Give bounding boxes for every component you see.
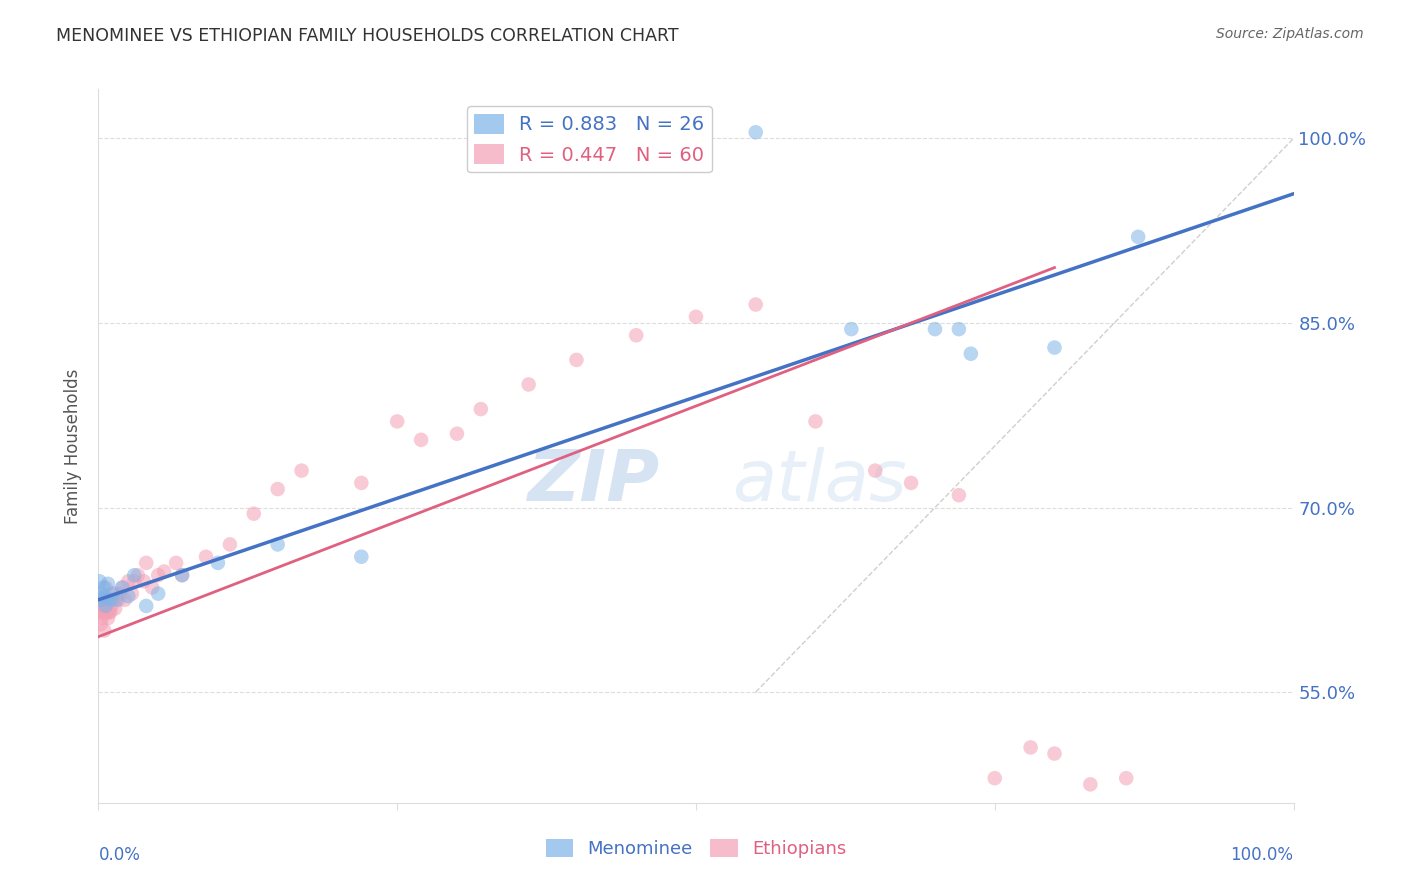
- Point: [745, 297, 768, 311]
- Point: [124, 568, 146, 582]
- Point: [207, 556, 229, 570]
- Point: [243, 507, 266, 521]
- Point: [97, 611, 120, 625]
- Point: [91, 611, 114, 625]
- Point: [93, 605, 115, 619]
- Point: [1043, 341, 1066, 355]
- Point: [91, 581, 114, 595]
- Point: [1080, 777, 1102, 791]
- Point: [90, 617, 112, 632]
- Point: [446, 426, 468, 441]
- Point: [1115, 771, 1137, 785]
- Point: [91, 592, 114, 607]
- Point: [111, 581, 134, 595]
- Point: [91, 592, 114, 607]
- Point: [194, 549, 218, 564]
- Point: [105, 587, 128, 601]
- Text: atlas: atlas: [733, 447, 907, 516]
- Legend: Menominee, Ethiopians: Menominee, Ethiopians: [538, 831, 853, 865]
- Point: [948, 488, 970, 502]
- Point: [93, 624, 115, 638]
- Point: [219, 537, 242, 551]
- Point: [107, 592, 129, 607]
- Point: [172, 568, 194, 582]
- Point: [108, 587, 131, 601]
- Point: [626, 328, 648, 343]
- Point: [97, 592, 120, 607]
- Point: [565, 352, 588, 367]
- Point: [117, 589, 139, 603]
- Point: [90, 599, 112, 613]
- Point: [101, 587, 124, 601]
- Point: [804, 414, 827, 428]
- Point: [96, 605, 118, 619]
- Point: [132, 574, 155, 589]
- Point: [94, 581, 117, 595]
- Text: 100.0%: 100.0%: [1230, 846, 1294, 863]
- Point: [745, 125, 768, 139]
- Point: [291, 464, 314, 478]
- Point: [89, 605, 111, 619]
- Point: [148, 587, 170, 601]
- Point: [517, 377, 540, 392]
- Text: MENOMINEE VS ETHIOPIAN FAMILY HOUSEHOLDS CORRELATION CHART: MENOMINEE VS ETHIOPIAN FAMILY HOUSEHOLDS…: [56, 27, 679, 45]
- Point: [385, 414, 409, 428]
- Text: ZIP: ZIP: [527, 447, 661, 516]
- Point: [97, 576, 120, 591]
- Point: [863, 464, 887, 478]
- Point: [117, 574, 139, 589]
- Point: [841, 322, 863, 336]
- Point: [411, 433, 433, 447]
- Point: [172, 568, 194, 582]
- Point: [1128, 230, 1150, 244]
- Point: [135, 556, 157, 570]
- Point: [141, 581, 163, 595]
- Point: [1043, 747, 1066, 761]
- Point: [350, 549, 373, 564]
- Point: [984, 771, 1007, 785]
- Point: [98, 592, 122, 607]
- Point: [90, 587, 112, 601]
- Point: [124, 574, 146, 589]
- Point: [121, 587, 143, 601]
- Point: [153, 565, 176, 579]
- Point: [111, 581, 134, 595]
- Point: [98, 605, 121, 619]
- Point: [1019, 740, 1042, 755]
- Point: [267, 482, 290, 496]
- Point: [94, 599, 117, 613]
- Point: [948, 322, 970, 336]
- Point: [470, 402, 492, 417]
- Point: [267, 537, 290, 551]
- Point: [94, 599, 117, 613]
- Point: [148, 568, 170, 582]
- Point: [900, 475, 922, 490]
- Text: Source: ZipAtlas.com: Source: ZipAtlas.com: [1216, 27, 1364, 41]
- Point: [959, 347, 981, 361]
- Point: [135, 599, 157, 613]
- Point: [114, 592, 136, 607]
- Point: [924, 322, 946, 336]
- Point: [98, 605, 122, 619]
- Point: [350, 475, 373, 490]
- Text: 0.0%: 0.0%: [98, 846, 141, 863]
- Point: [127, 568, 149, 582]
- Point: [104, 601, 127, 615]
- Point: [101, 592, 124, 607]
- Point: [105, 592, 128, 607]
- Point: [91, 592, 114, 607]
- Point: [93, 589, 115, 603]
- Point: [100, 599, 122, 613]
- Point: [165, 556, 187, 570]
- Y-axis label: Family Households: Family Households: [65, 368, 83, 524]
- Point: [685, 310, 707, 324]
- Point: [89, 574, 111, 589]
- Point: [1163, 808, 1185, 822]
- Point: [91, 605, 114, 619]
